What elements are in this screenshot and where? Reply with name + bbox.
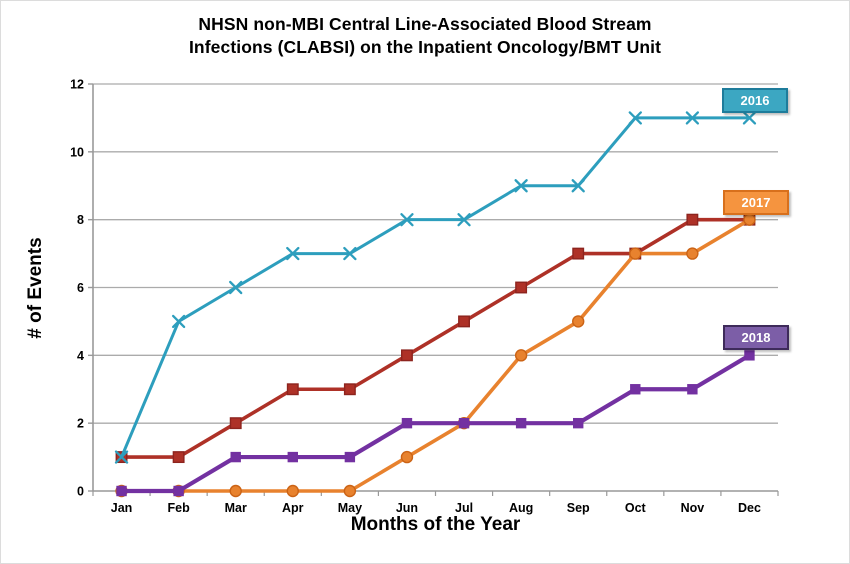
marker-square: [172, 451, 185, 464]
legend-box-2017: 2017: [723, 190, 789, 215]
y-tick-label: 2: [77, 417, 84, 431]
y-tick-label: 10: [70, 145, 84, 159]
marker-x: [400, 213, 414, 227]
marker-square: [573, 417, 584, 429]
legend-label-2016: 2016: [740, 93, 770, 108]
marker-x: [229, 280, 243, 295]
marker-x: [571, 179, 585, 193]
marker-square: [287, 451, 298, 463]
marker-square: [173, 485, 184, 497]
series-line: [119, 353, 752, 494]
series-line: [119, 217, 752, 493]
legend-label-2018: 2018: [741, 330, 771, 345]
marker-square: [686, 213, 699, 226]
x-tick-label: Jul: [455, 501, 473, 515]
marker-circle: [286, 484, 299, 498]
marker-square: [401, 349, 413, 362]
marker-square: [744, 350, 755, 361]
marker-square: [401, 417, 413, 429]
x-tick-label: Aug: [509, 501, 533, 515]
chart-title: NHSN non-MBI Central Line-Associated Blo…: [0, 13, 850, 59]
series-line: [119, 217, 752, 459]
chart-title-line1: NHSN non-MBI Central Line-Associated Blo…: [198, 14, 652, 34]
marker-square: [458, 315, 470, 328]
y-tick-label: 0: [77, 485, 84, 499]
marker-circle: [514, 349, 528, 362]
y-tick-label: 4: [77, 349, 84, 363]
marker-square: [116, 485, 127, 497]
marker-x: [171, 314, 186, 329]
marker-x: [685, 111, 700, 125]
x-tick-label: Oct: [625, 501, 647, 515]
x-axis-title: Months of the Year: [350, 514, 521, 535]
marker-x: [343, 246, 357, 261]
marker-x: [457, 213, 471, 227]
marker-square: [687, 384, 698, 395]
y-tick-label: 8: [77, 213, 84, 227]
x-tick-label: Nov: [681, 501, 705, 515]
series-2016: [114, 111, 757, 464]
x-tick-label: Sep: [567, 501, 590, 515]
marker-square: [229, 417, 242, 430]
x-tick-label: Dec: [738, 501, 761, 515]
y-tick-label: 6: [77, 281, 84, 295]
y-tick-label: 12: [70, 78, 84, 92]
marker-circle: [229, 484, 242, 498]
legend-label-2017: 2017: [741, 195, 771, 210]
legend-box-2016: 2016: [722, 88, 788, 113]
series-line: [120, 116, 751, 459]
x-tick-label: Jun: [396, 501, 418, 515]
marker-x: [286, 246, 300, 261]
marker-x: [628, 111, 642, 125]
x-tick-label: Mar: [225, 501, 247, 515]
series-2017: [115, 213, 756, 498]
y-axis-title: # of Events: [25, 237, 46, 339]
x-tick-label: Apr: [282, 501, 304, 515]
marker-circle: [686, 247, 699, 260]
marker-circle: [743, 213, 756, 226]
marker-square: [344, 451, 356, 463]
series-2018: [116, 350, 755, 497]
legend-box-2018: 2018: [723, 325, 789, 350]
marker-circle: [572, 315, 585, 328]
marker-square: [286, 383, 299, 396]
marker-circle: [343, 484, 357, 498]
marker-x: [114, 450, 129, 464]
x-tick-label: Feb: [168, 501, 191, 515]
marker-square: [515, 281, 528, 294]
marker-square: [515, 417, 527, 429]
marker-square: [458, 417, 470, 429]
marker-square: [343, 383, 356, 396]
x-tick-label: May: [338, 501, 362, 515]
chart-title-line2: Infections (CLABSI) on the Inpatient Onc…: [188, 37, 662, 58]
marker-square: [230, 451, 241, 463]
marker-x: [514, 179, 528, 193]
marker-square: [630, 384, 641, 395]
marker-circle: [400, 450, 414, 464]
marker-x: [742, 111, 757, 125]
marker-circle: [629, 247, 642, 260]
x-tick-label: Jan: [111, 501, 133, 515]
marker-square: [572, 247, 585, 260]
